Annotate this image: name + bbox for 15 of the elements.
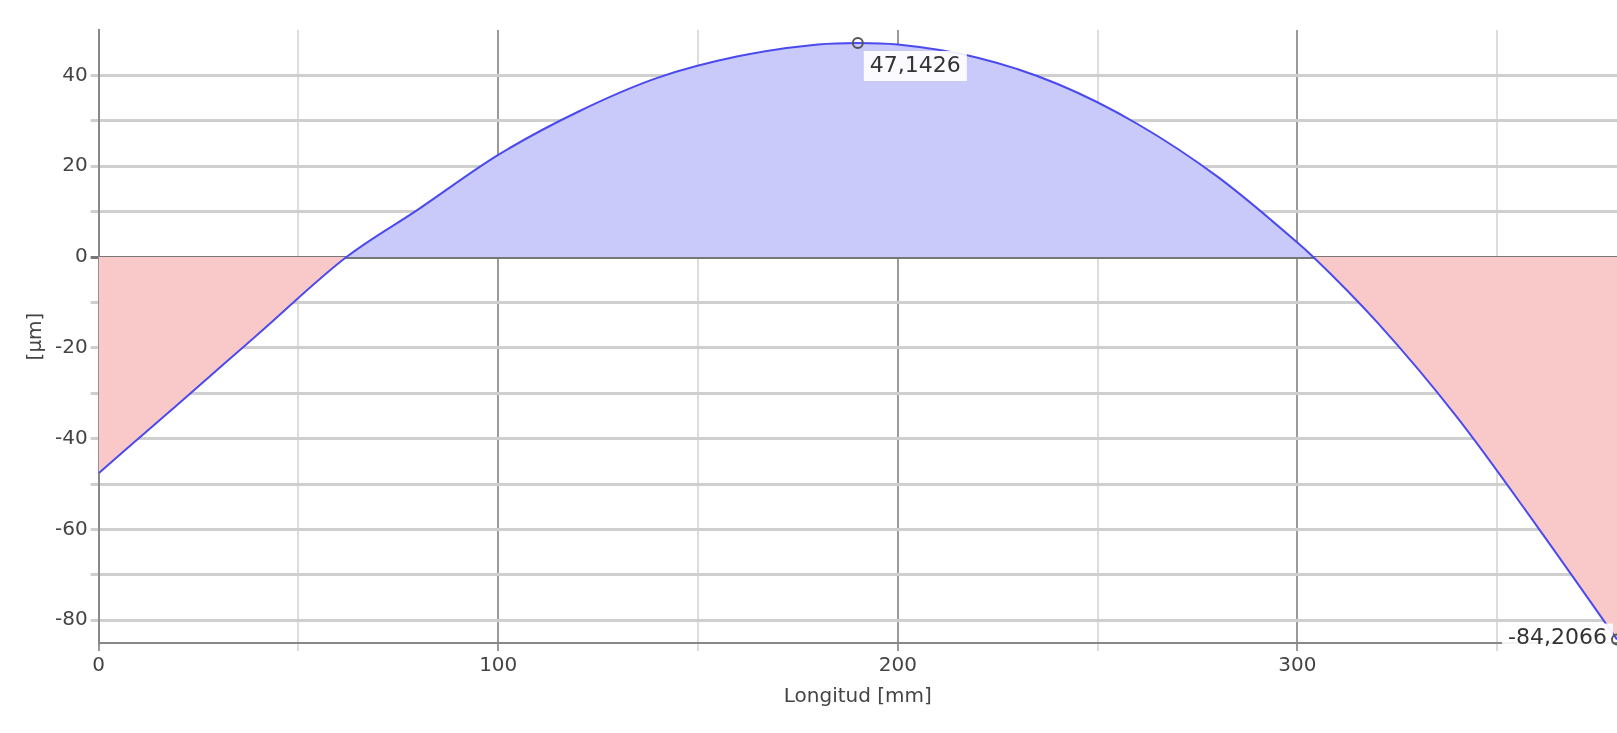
y-tick-label: 20: [62, 152, 88, 177]
annotation: 47,1426: [869, 51, 961, 77]
y-tick-label: -20: [54, 334, 88, 359]
x-tick-label: 0: [92, 652, 106, 677]
x-tick-label: 200: [878, 652, 917, 677]
y-tick-label: 0: [74, 243, 88, 268]
y-tick-label: 40: [62, 61, 88, 86]
x-tick-label: 300: [1278, 652, 1317, 677]
y-tick-label: -60: [54, 515, 88, 540]
y-tick-label: -40: [54, 424, 88, 449]
x-tick-label: 100: [479, 652, 518, 677]
x-axis-title: Longitud [mm]: [783, 683, 932, 708]
y-axis-title: [µm]: [22, 312, 47, 361]
y-tick-label: -80: [54, 606, 88, 631]
annotation: -84,2066: [1508, 624, 1608, 650]
